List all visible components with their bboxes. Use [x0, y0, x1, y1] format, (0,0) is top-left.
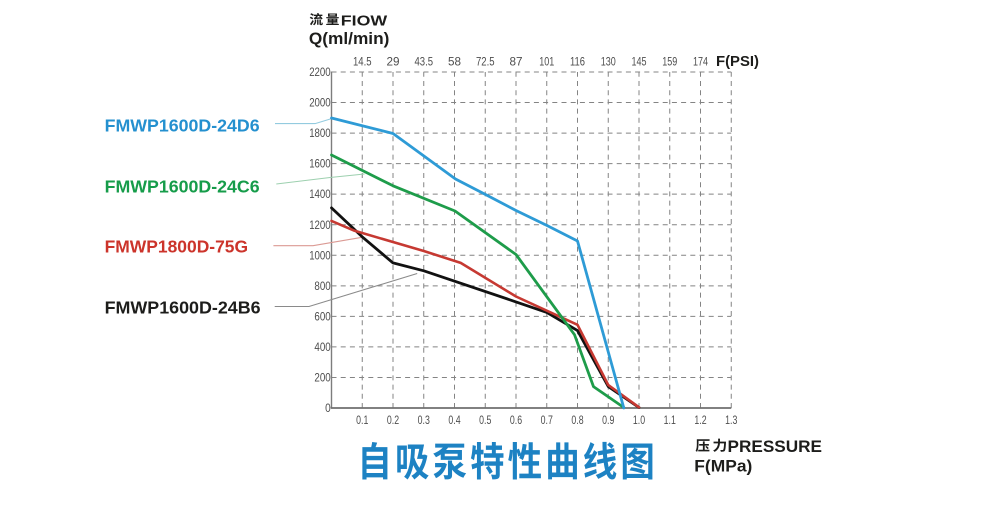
- svg-text:600: 600: [314, 311, 330, 323]
- svg-text:0.3: 0.3: [418, 415, 430, 427]
- svg-text:1.0: 1.0: [633, 415, 645, 427]
- svg-text:800: 800: [314, 281, 330, 293]
- svg-text:0.9: 0.9: [602, 415, 614, 427]
- svg-text:0.7: 0.7: [541, 415, 553, 427]
- svg-text:200: 200: [314, 373, 330, 385]
- svg-text:400: 400: [314, 342, 330, 354]
- svg-text:F(MPa): F(MPa): [694, 456, 752, 475]
- svg-text:29: 29: [387, 57, 400, 69]
- svg-text:0: 0: [325, 403, 331, 415]
- svg-text:1.3: 1.3: [725, 415, 737, 427]
- svg-text:1200: 1200: [309, 220, 331, 232]
- svg-text:0.8: 0.8: [571, 415, 583, 427]
- svg-text:72.5: 72.5: [476, 57, 495, 69]
- svg-text:1800: 1800: [309, 128, 331, 140]
- svg-text:116: 116: [570, 57, 585, 69]
- svg-text:FMWP1800D-75G: FMWP1800D-75G: [105, 237, 249, 257]
- svg-text:145: 145: [632, 57, 647, 69]
- svg-text:FMWP1600D-24C6: FMWP1600D-24C6: [105, 176, 260, 196]
- svg-text:1400: 1400: [309, 189, 331, 201]
- svg-text:PRESSURE: PRESSURE: [728, 438, 823, 456]
- svg-text:0.5: 0.5: [479, 415, 491, 427]
- svg-text:101: 101: [539, 57, 554, 69]
- svg-text:159: 159: [662, 57, 677, 69]
- svg-text:0.6: 0.6: [510, 415, 522, 427]
- svg-text:174: 174: [693, 57, 708, 69]
- svg-text:FIOW: FIOW: [341, 13, 388, 29]
- svg-text:2200: 2200: [309, 67, 331, 79]
- svg-text:0.1: 0.1: [356, 415, 368, 427]
- svg-text:87: 87: [510, 57, 523, 69]
- svg-text:FMWP1600D-24D6: FMWP1600D-24D6: [105, 115, 260, 135]
- svg-text:130: 130: [601, 57, 616, 69]
- svg-text:1600: 1600: [309, 159, 331, 171]
- svg-text:1000: 1000: [309, 250, 331, 262]
- svg-text:14.5: 14.5: [353, 57, 372, 69]
- svg-text:0.2: 0.2: [387, 415, 399, 427]
- svg-text:0.4: 0.4: [448, 415, 461, 427]
- svg-text:1.1: 1.1: [664, 415, 676, 427]
- svg-text:1.2: 1.2: [694, 415, 706, 427]
- svg-text:58: 58: [448, 57, 461, 69]
- svg-text:FMWP1600D-24B6: FMWP1600D-24B6: [105, 297, 261, 317]
- svg-text:F(PSI): F(PSI): [716, 54, 759, 70]
- svg-text:Q(ml/min): Q(ml/min): [309, 30, 390, 48]
- svg-text:2000: 2000: [309, 98, 331, 110]
- svg-text:43.5: 43.5: [414, 57, 433, 69]
